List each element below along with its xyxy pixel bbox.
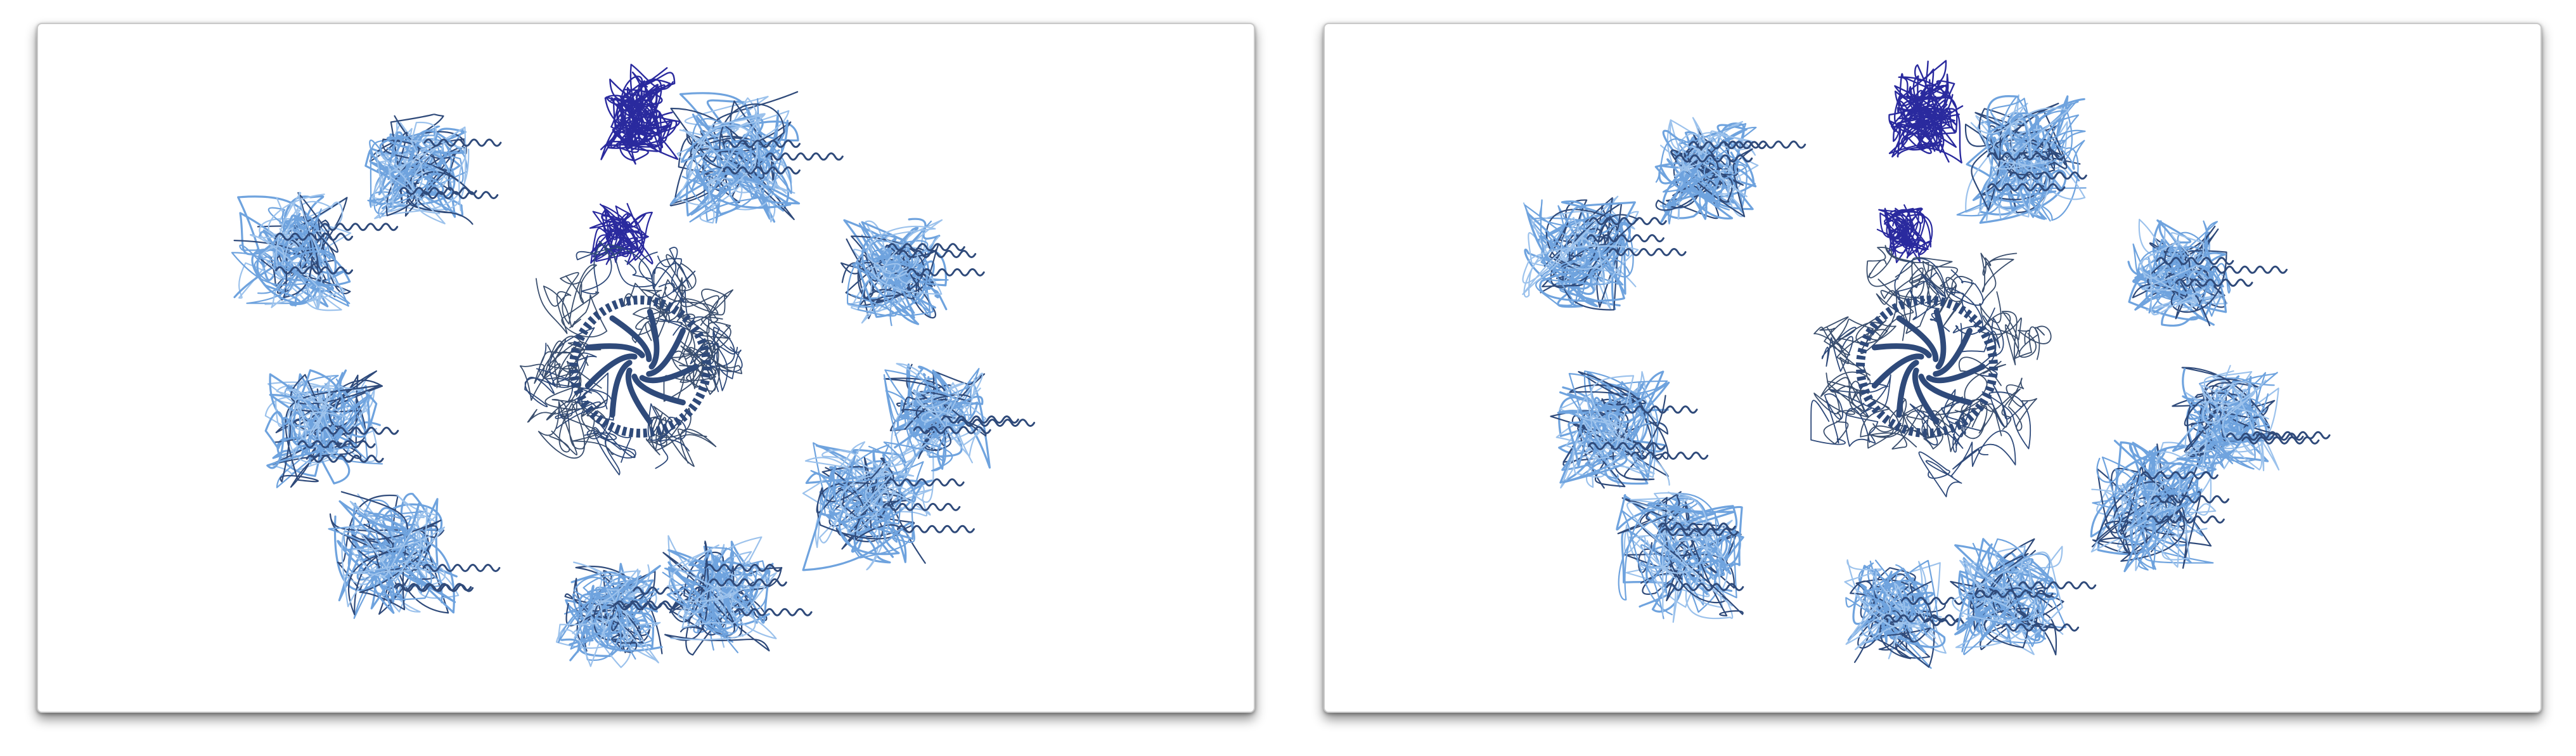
ring-blade xyxy=(639,363,699,384)
domain-2 xyxy=(669,91,844,224)
domain-0 xyxy=(364,114,502,225)
ring-blade xyxy=(1918,374,1973,406)
domain-8 xyxy=(802,440,975,571)
top-chain xyxy=(1876,60,1964,263)
domain-9 xyxy=(2172,365,2331,471)
domain-6 xyxy=(1844,559,2002,669)
left-viewport[interactable] xyxy=(37,23,1255,713)
ring-blade xyxy=(584,343,645,358)
ring-blade xyxy=(1933,327,1973,377)
ring-blade xyxy=(647,308,660,370)
ring-blade xyxy=(584,353,638,389)
domain-8 xyxy=(2090,440,2230,573)
domain-3 xyxy=(840,218,985,327)
domain-5 xyxy=(1616,491,1744,623)
right-viewport[interactable] xyxy=(1323,23,2542,713)
ring-blade xyxy=(1871,343,1932,358)
ring-coil xyxy=(1856,296,1998,438)
domain-0 xyxy=(1654,117,1806,225)
ring-blade xyxy=(1912,367,1940,425)
domain-5 xyxy=(328,491,501,619)
ring-blade xyxy=(646,327,686,377)
central-ring xyxy=(569,296,711,438)
domain-4 xyxy=(1550,370,1709,489)
domain-6 xyxy=(555,561,711,668)
ring-blade xyxy=(1896,360,1919,418)
domain-1 xyxy=(1522,195,1687,311)
domain-7 xyxy=(1950,538,2097,656)
ring-blade xyxy=(1926,363,1986,384)
domain-2 xyxy=(1956,94,2087,224)
ring-blade xyxy=(609,360,633,418)
connecting-mesh xyxy=(1810,245,2052,498)
ring-blade xyxy=(631,374,686,406)
ring-blade xyxy=(1933,308,1947,370)
protein-render-right xyxy=(1522,60,2331,669)
domain-3 xyxy=(2127,218,2288,327)
domain-7 xyxy=(662,535,813,656)
ring-blade xyxy=(609,315,652,362)
top-chain xyxy=(589,63,681,265)
domain-1 xyxy=(231,192,399,311)
ring-blade xyxy=(1896,315,1939,362)
domain-9 xyxy=(883,363,1036,472)
ring-blade xyxy=(625,367,653,425)
ring-coil xyxy=(569,296,711,438)
ring-blade xyxy=(1871,353,1924,389)
central-ring xyxy=(1856,296,1998,438)
protein-render-left xyxy=(231,63,1036,668)
domain-4 xyxy=(264,369,399,488)
